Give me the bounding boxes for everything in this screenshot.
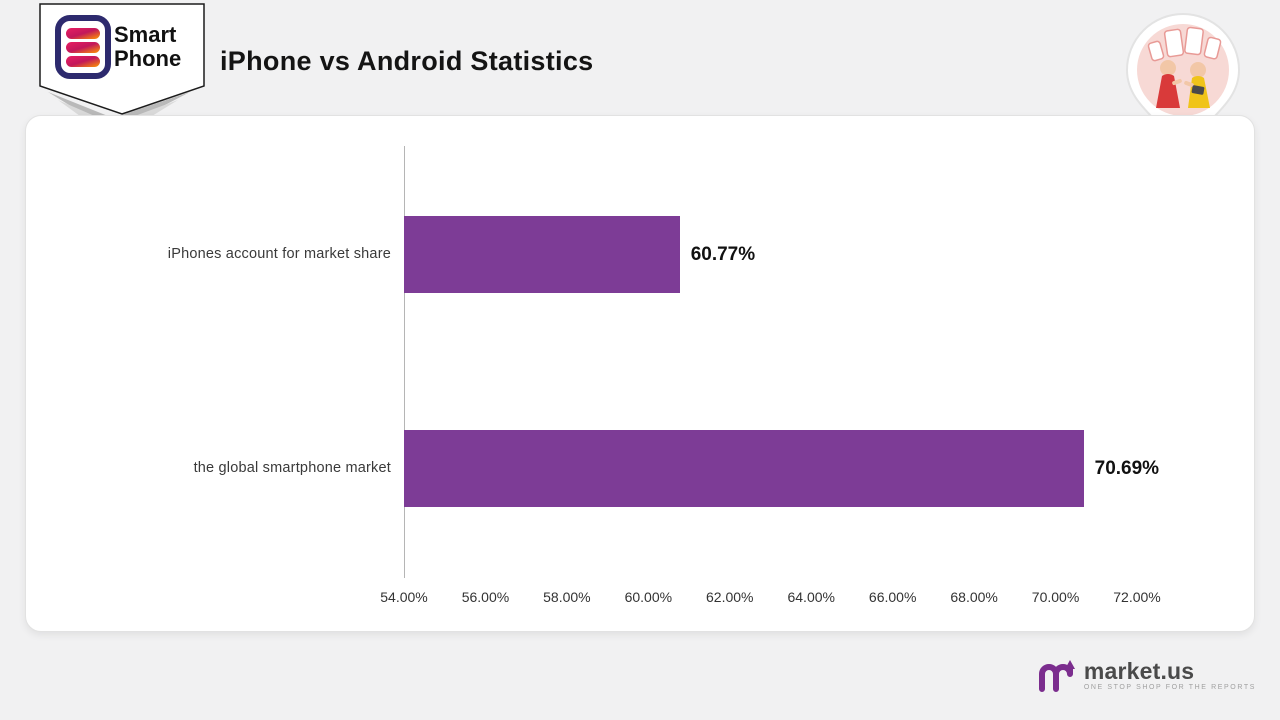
x-tick-label: 70.00% (1031, 589, 1080, 605)
y-axis-line (404, 146, 405, 578)
logo-text-line2: Phone (114, 46, 181, 71)
page-title: iPhone vs Android Statistics (220, 46, 594, 76)
marketus-brand-name: market.us (1083, 657, 1195, 684)
decorative-pin-badge (1122, 8, 1244, 163)
x-tick-label: 54.00% (380, 589, 428, 605)
logo-text-line1: Smart (114, 22, 177, 47)
pin-illustration (1125, 13, 1241, 161)
smartphone-logo-badge: Smart Phone (18, 0, 208, 145)
category-label: the global smartphone market (193, 459, 391, 476)
x-tick-label: 60.00% (624, 589, 673, 605)
bar-value-label: 70.69% (1094, 457, 1160, 479)
x-tick-label: 62.00% (706, 589, 754, 605)
floating-phones-illustration (1147, 26, 1222, 62)
marketus-icon (1038, 660, 1075, 692)
category-label: iPhones account for market share (167, 245, 391, 262)
x-tick-label: 64.00% (787, 589, 835, 605)
people-illustration (1156, 60, 1210, 108)
smartphone-s-icon (55, 15, 111, 79)
marketus-text-block: market.us ONE STOP SHOP FOR THE REPORTS (1083, 657, 1256, 691)
x-tick-label: 72.00% (1113, 589, 1161, 605)
bar (404, 430, 1084, 507)
bar-value-label: 60.77% (690, 243, 756, 265)
plot-area: 60.77% 70.69% 54.00% 56.00% 58.00% 60.00% 62.0… (380, 116, 1254, 631)
x-tick-label: 56.00% (461, 589, 510, 605)
x-tick-label: 68.00% (950, 589, 998, 605)
x-tick-label: 58.00% (543, 589, 591, 605)
chart-card: 60.77% 70.69% 54.00% 56.00% 58.00% 60.00% 62.0… (25, 115, 1255, 632)
marketus-tagline: ONE STOP SHOP FOR THE REPORTS (1083, 683, 1256, 691)
ribbon-banner-graphic: Smart Phone (39, 3, 205, 140)
x-tick-label: 66.00% (868, 589, 917, 605)
marketus-logo: market.us ONE STOP SHOP FOR THE REPORTS (1036, 656, 1256, 694)
bar (404, 216, 680, 293)
